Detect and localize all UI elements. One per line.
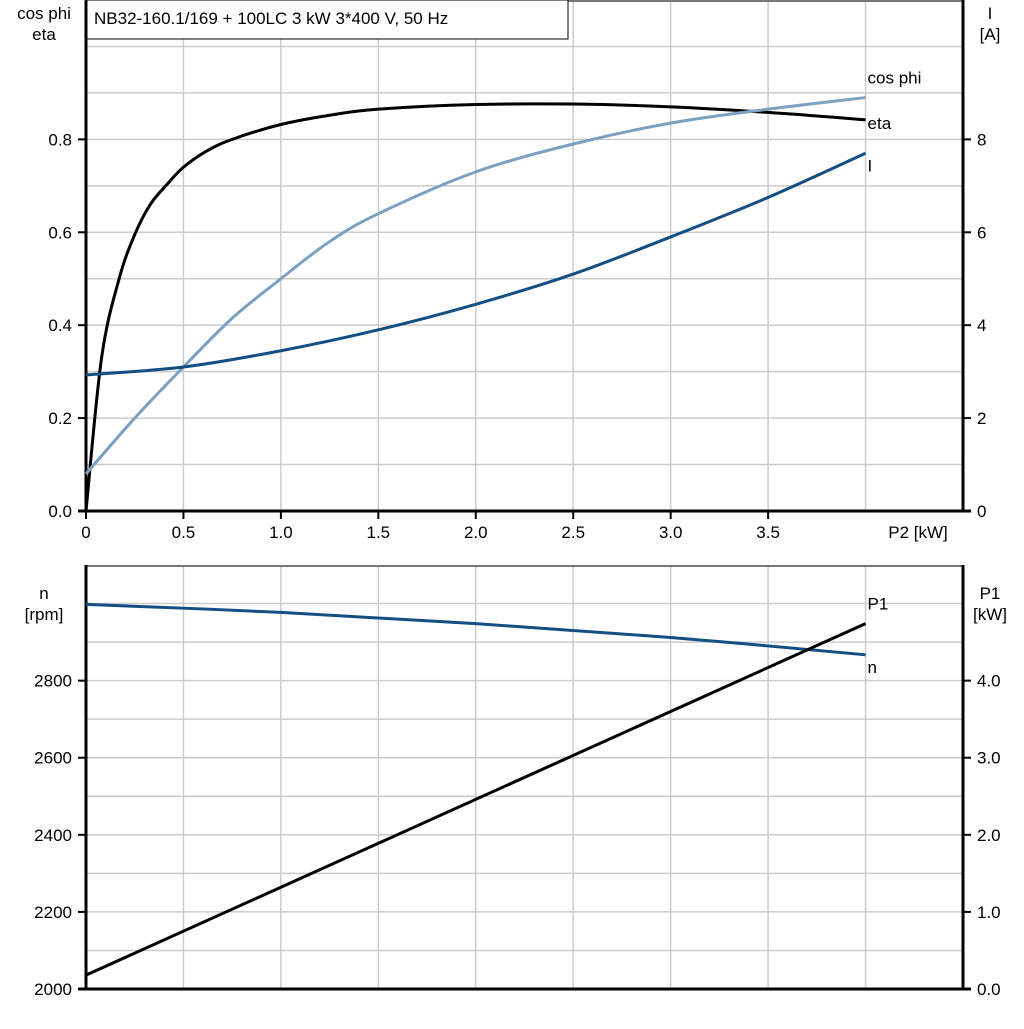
series-line-P1: [85, 622, 867, 977]
y-left-tick-label: 0.0: [48, 502, 72, 521]
x-tick-label: 1.5: [367, 523, 391, 542]
series-label: P1: [868, 595, 889, 614]
y-left-tick-label: 0.4: [48, 316, 72, 335]
y-right-tick-label: 3.0: [977, 749, 1001, 768]
y-right-tick-label: 1.0: [977, 903, 1001, 922]
y-right-tick-label: 0.0: [977, 980, 1001, 999]
series-line-eta: [84, 102, 866, 512]
chart-panel-1: 2000 2200 2400 2600 2800 0.0 1.0 2.0 3.0 4.0 n [rpm…: [25, 565, 1007, 999]
y-left-tick-label: 2800: [34, 672, 72, 691]
x-tick-label: 1.0: [269, 523, 293, 542]
chart-panel-0: 0.0 0.2 0.4 0.6 0.8 0 2 4 6 8 cos phi eta I [A] 0 0.5 1.…: [17, 0, 1000, 542]
y-right-tick-label: 4.0: [977, 672, 1001, 691]
y-left-tick-label: 0.6: [48, 223, 72, 242]
series-line-I: [85, 151, 867, 377]
series-label: cos phi: [868, 69, 922, 88]
y-left-axis-label: eta: [32, 25, 56, 44]
title-box: [86, 0, 569, 40]
x-tick-label: 0.5: [172, 523, 196, 542]
y-left-axis-label: cos phi: [17, 4, 71, 23]
series-line-n: [85, 602, 866, 657]
y-left-tick-label: 2600: [34, 749, 72, 768]
x-tick-label: 2.5: [561, 523, 585, 542]
y-left-tick-label: 0.8: [48, 130, 72, 149]
x-axis-label: P2 [kW]: [888, 523, 948, 542]
series-label: eta: [868, 114, 892, 133]
x-tick-label: 3.0: [659, 523, 683, 542]
chart-title: NB32-160.1/169 + 100LC 3 kW 3*400 V, 50 …: [94, 9, 448, 28]
x-tick-label: 3.5: [756, 523, 780, 542]
y-right-tick-label: 4: [977, 316, 986, 335]
y-right-tick-label: 0: [977, 502, 986, 521]
y-right-tick-label: 6: [977, 223, 986, 242]
y-left-tick-label: 2000: [34, 980, 72, 999]
series-label: n: [868, 658, 877, 677]
x-tick-label: 0: [81, 523, 90, 542]
y-left-tick-label: 2200: [34, 903, 72, 922]
y-right-tick-label: 2.0: [977, 826, 1001, 845]
y-left-axis-label: n: [39, 584, 48, 603]
y-right-tick-label: 8: [977, 130, 986, 149]
y-right-tick-label: 2: [977, 409, 986, 428]
y-left-axis-label: [rpm]: [25, 605, 64, 624]
y-right-axis-label: P1: [980, 584, 1001, 603]
y-right-axis-label: [A]: [980, 25, 1001, 44]
y-left-tick-label: 0.2: [48, 409, 72, 428]
x-tick-label: 2.0: [464, 523, 488, 542]
y-right-axis-label: [kW]: [973, 605, 1007, 624]
series-label: I: [868, 156, 873, 175]
y-left-tick-label: 2400: [34, 826, 72, 845]
y-right-axis-label: I: [988, 4, 993, 23]
